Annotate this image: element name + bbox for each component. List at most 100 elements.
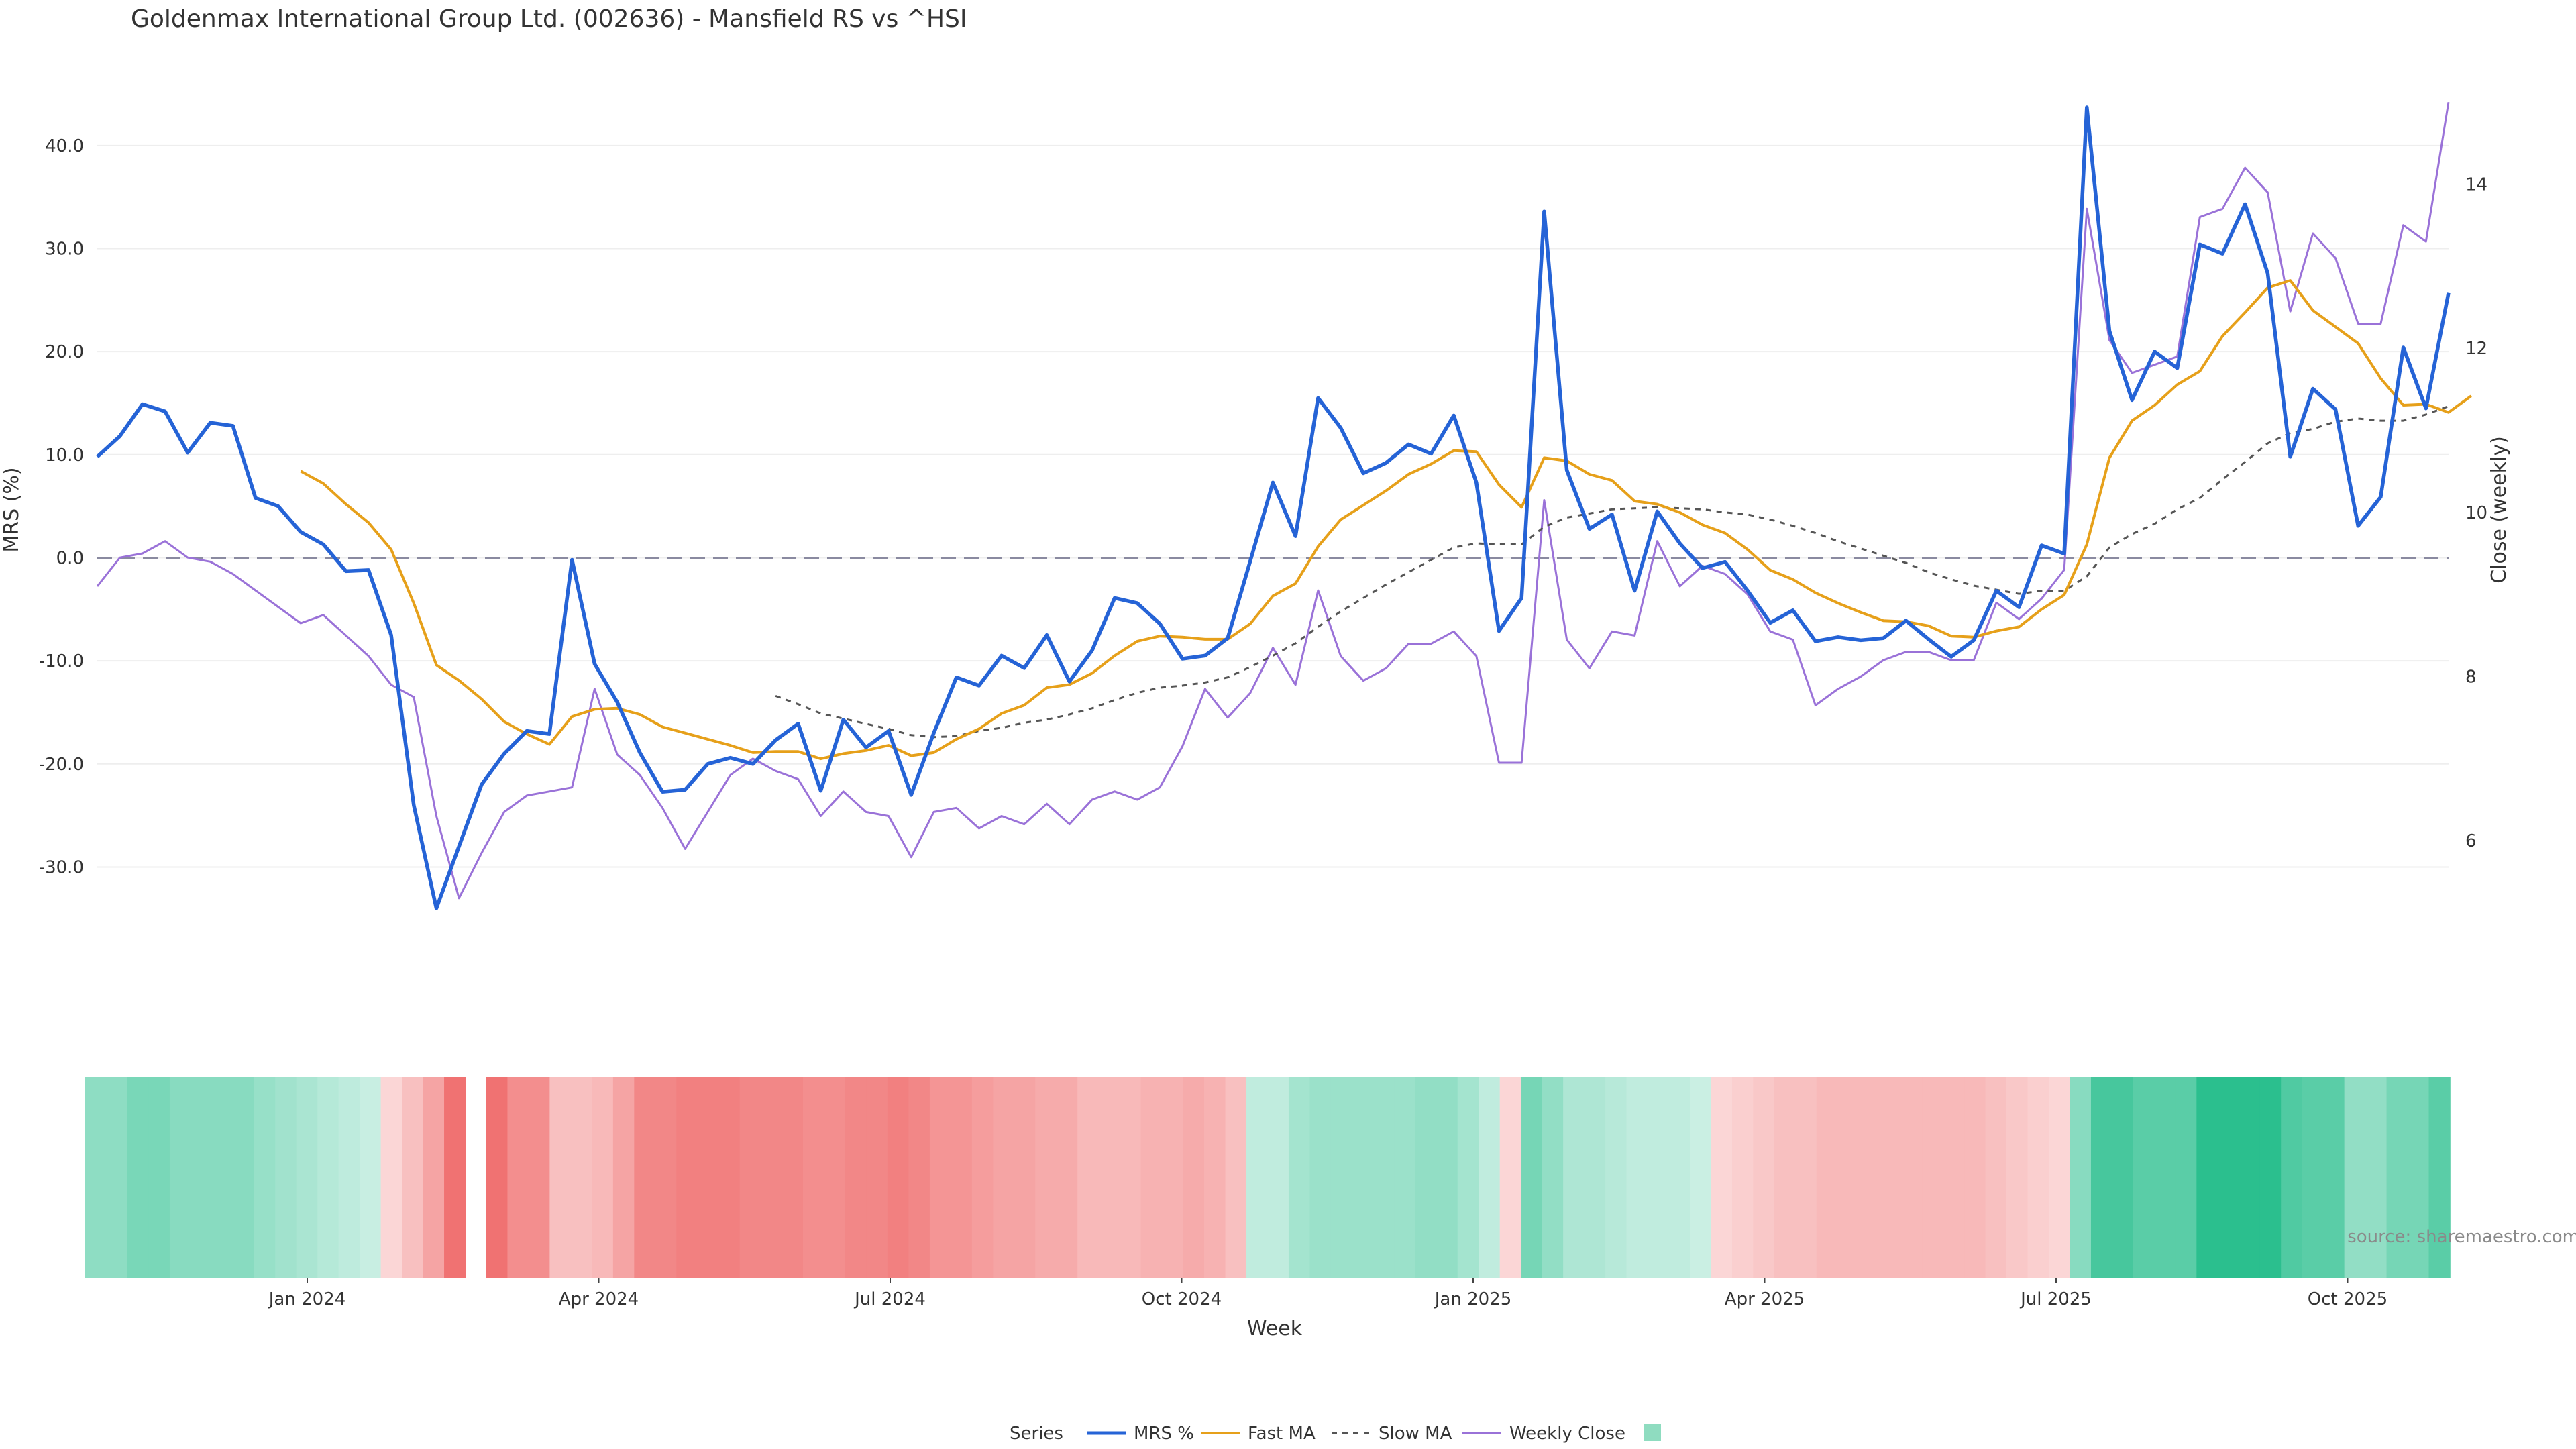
heat-cell [1774, 1077, 1796, 1278]
heat-cell [360, 1077, 382, 1278]
heat-cell [993, 1077, 1015, 1278]
heat-cell [1225, 1077, 1247, 1278]
legend-label: Weekly Close [1509, 1424, 1625, 1444]
heat-cell [1837, 1077, 1860, 1278]
heat-cell [127, 1077, 150, 1278]
heat-cell [233, 1077, 255, 1278]
y-axis-label: MRS (%) [0, 467, 23, 552]
heat-cell [1900, 1077, 1923, 1278]
heat-cell [1394, 1077, 1416, 1278]
heat-cell [1077, 1077, 1099, 1278]
heat-cell [317, 1077, 339, 1278]
heat-cell [1415, 1077, 1438, 1278]
heat-cell [2408, 1077, 2430, 1278]
heat-cell [612, 1077, 635, 1278]
heat-cell [1711, 1077, 1733, 1278]
x-axis-label: Week [1247, 1317, 1303, 1340]
heat-cell [951, 1077, 973, 1278]
y-tick-label: 30.0 [45, 239, 84, 259]
heat-cell [1795, 1077, 1817, 1278]
heat-cell [1563, 1077, 1585, 1278]
x-tick-label: Apr 2024 [559, 1289, 639, 1309]
y2-tick-label: 12 [2465, 339, 2487, 359]
heat-cell [1922, 1077, 1944, 1278]
heat-cell [254, 1077, 276, 1278]
heat-cell [2239, 1077, 2261, 1278]
heat-cell [824, 1077, 846, 1278]
x-tick-label: Jul 2025 [2019, 1289, 2092, 1309]
heat-cell [85, 1077, 107, 1278]
heat-cell [1373, 1077, 1395, 1278]
heat-cell [169, 1077, 192, 1278]
x-axis: Jan 2024 Apr 2024 Jul 2024 Oct 2024 Jan 2025… [268, 1278, 2387, 1309]
heat-cell [929, 1077, 952, 1278]
heat-cell [908, 1077, 930, 1278]
x-tick-label: Jan 2024 [268, 1289, 346, 1309]
y-tick-label: 10.0 [45, 445, 84, 466]
heat-cell [1479, 1077, 1501, 1278]
heat-cell [2259, 1077, 2282, 1278]
heat-cell [1668, 1077, 1690, 1278]
heat-cell [887, 1077, 910, 1278]
heat-cell [634, 1077, 656, 1278]
heat-cell [2217, 1077, 2240, 1278]
heat-cell [2323, 1077, 2345, 1278]
heat-cell [1352, 1077, 1374, 1278]
heat-cell [866, 1077, 888, 1278]
heat-cell [1964, 1077, 1986, 1278]
heat-cell [2112, 1077, 2134, 1278]
heat-cell [191, 1077, 213, 1278]
series-line-weekly-close [96, 101, 2450, 900]
heat-cell [570, 1077, 593, 1278]
heat-cell [1288, 1077, 1311, 1278]
legend-label: Slow MA [1379, 1424, 1452, 1444]
heat-cell [2302, 1077, 2324, 1278]
heat-cell [296, 1077, 318, 1278]
heat-cell [275, 1077, 297, 1278]
heat-cell [486, 1077, 508, 1278]
y2-tick-label: 8 [2465, 667, 2477, 688]
x-tick-label: Oct 2025 [2308, 1289, 2387, 1309]
heat-cell [1267, 1077, 1289, 1278]
heat-cell [1605, 1077, 1627, 1278]
heat-cell [1246, 1077, 1269, 1278]
heat-cell [718, 1077, 741, 1278]
series-line-fast-ma [300, 279, 2472, 761]
heat-cell [761, 1077, 783, 1278]
heat-cell [676, 1077, 698, 1278]
heat-cell [549, 1077, 572, 1278]
legend-title: Series [1010, 1424, 1063, 1444]
heat-cell [1521, 1077, 1543, 1278]
heat-cell [1542, 1077, 1564, 1278]
heat-cell [1056, 1077, 1079, 1278]
y2-tick-label: 6 [2465, 831, 2477, 851]
heat-cell [2027, 1077, 2049, 1278]
heat-cell [592, 1077, 614, 1278]
legend-label: MRS % [1134, 1424, 1194, 1444]
heat-cell [1204, 1077, 1226, 1278]
legend: Series MRS % Fast MA Slow MA Weekly Close [1010, 1424, 1661, 1444]
heat-cell [2070, 1077, 2092, 1278]
heat-cell [1880, 1077, 1902, 1278]
heat-cell [1140, 1077, 1163, 1278]
heat-cell [507, 1077, 529, 1278]
heat-cell [971, 1077, 994, 1278]
heat-cell [1436, 1077, 1458, 1278]
heat-cell [1584, 1077, 1606, 1278]
x-tick-label: Jan 2025 [1434, 1289, 1512, 1309]
heat-cell [1098, 1077, 1120, 1278]
heat-cell [2386, 1077, 2408, 1278]
heat-cell [1731, 1077, 1754, 1278]
heat-cell [2344, 1077, 2366, 1278]
heat-cell [1985, 1077, 2007, 1278]
heat-cell [1753, 1077, 1775, 1278]
chart-title: Goldenmax International Group Ltd. (0026… [131, 5, 967, 33]
series-line-mrs [96, 105, 2451, 910]
y2-axis-label: Close (weekly) [2487, 436, 2511, 584]
heat-cell [148, 1077, 170, 1278]
heat-cell [423, 1077, 445, 1278]
heat-cell [444, 1077, 466, 1278]
heat-cell [803, 1077, 825, 1278]
heat-cell [739, 1077, 761, 1278]
heat-cell [2133, 1077, 2155, 1278]
